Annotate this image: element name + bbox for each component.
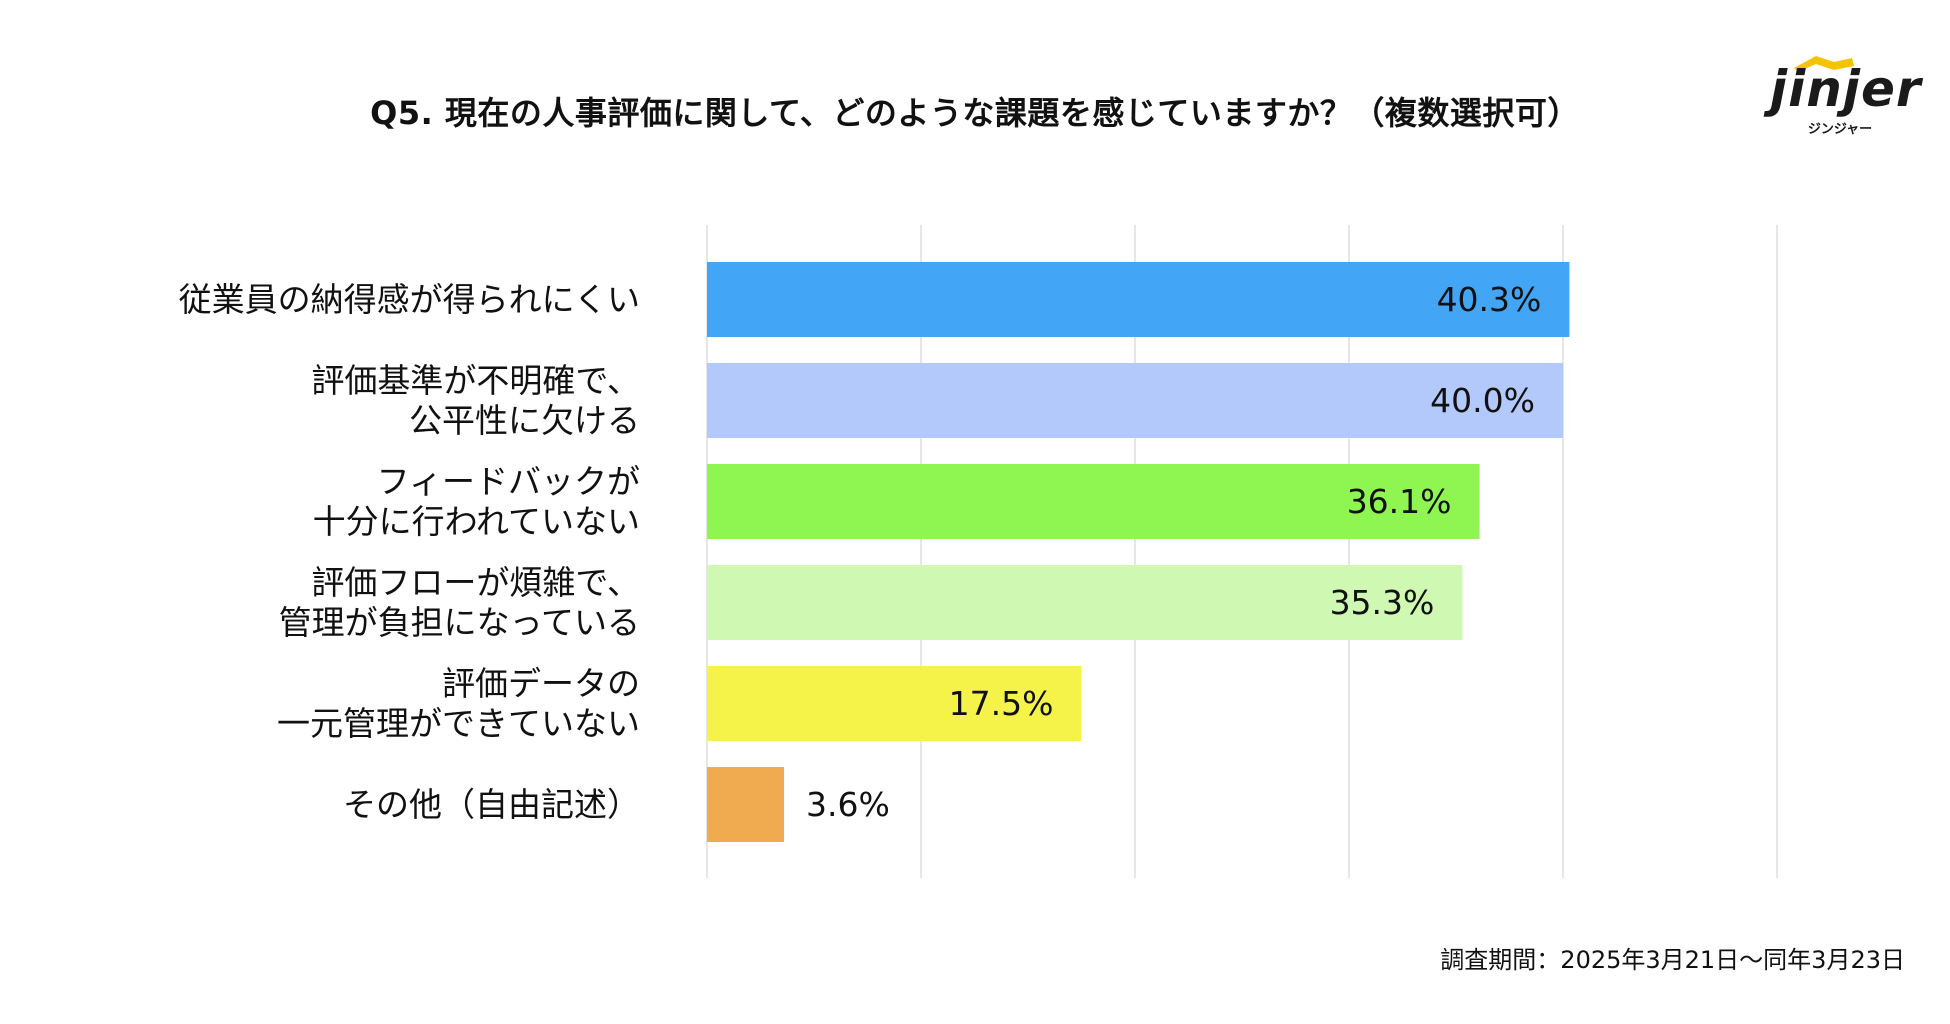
- value-label-4: 35.3%: [1330, 583, 1435, 622]
- value-label-1: 40.3%: [1437, 280, 1542, 319]
- value-labels: 40.3% 40.0% 36.1% 35.3% 17.5% 3.6%: [806, 280, 1541, 824]
- logo-hat-icon: [1794, 56, 1854, 72]
- category-labels: 従業員の納得感が得られにくい評価基準が不明確で、公平性に欠けるフィードバックが十…: [179, 280, 640, 824]
- category-label-4: 評価フローが煩雑で、管理が負担になっている: [279, 563, 640, 642]
- logo-wordmark: jinjer: [1770, 60, 1922, 118]
- bars: [707, 262, 1570, 842]
- bar-chart: 従業員の納得感が得られにくい評価基準が不明確で、公平性に欠けるフィードバックが十…: [179, 225, 1778, 878]
- survey-period-note: 調査期間：2025年3月21日～同年3月23日: [1440, 946, 1905, 974]
- logo-subtitle: ジンジャー: [1807, 122, 1873, 137]
- value-label-5: 17.5%: [949, 684, 1054, 723]
- category-label-5: 評価データの一元管理ができていない: [277, 664, 640, 743]
- bar-6: [707, 767, 785, 842]
- bar-1: [707, 262, 1570, 337]
- value-label-3: 36.1%: [1347, 482, 1452, 521]
- bar-5: [707, 666, 1082, 741]
- category-label-6: その他（自由記述）: [343, 785, 640, 824]
- category-label-2: 評価基準が不明確で、公平性に欠ける: [311, 361, 640, 440]
- bar-4: [707, 565, 1463, 640]
- jinjer-logo: jinjer ジンジャー: [1770, 52, 1922, 142]
- chart-title: Q5. 現在の人事評価に関して、どのような課題を感じていますか？（複数選択可）: [370, 94, 1580, 132]
- value-label-6: 3.6%: [806, 785, 890, 824]
- category-label-1: 従業員の納得感が得られにくい: [179, 280, 640, 319]
- bar-3: [707, 464, 1480, 539]
- category-label-3: フィードバックが十分に行われていない: [313, 462, 640, 541]
- value-label-2: 40.0%: [1430, 381, 1535, 420]
- bar-2: [707, 363, 1563, 438]
